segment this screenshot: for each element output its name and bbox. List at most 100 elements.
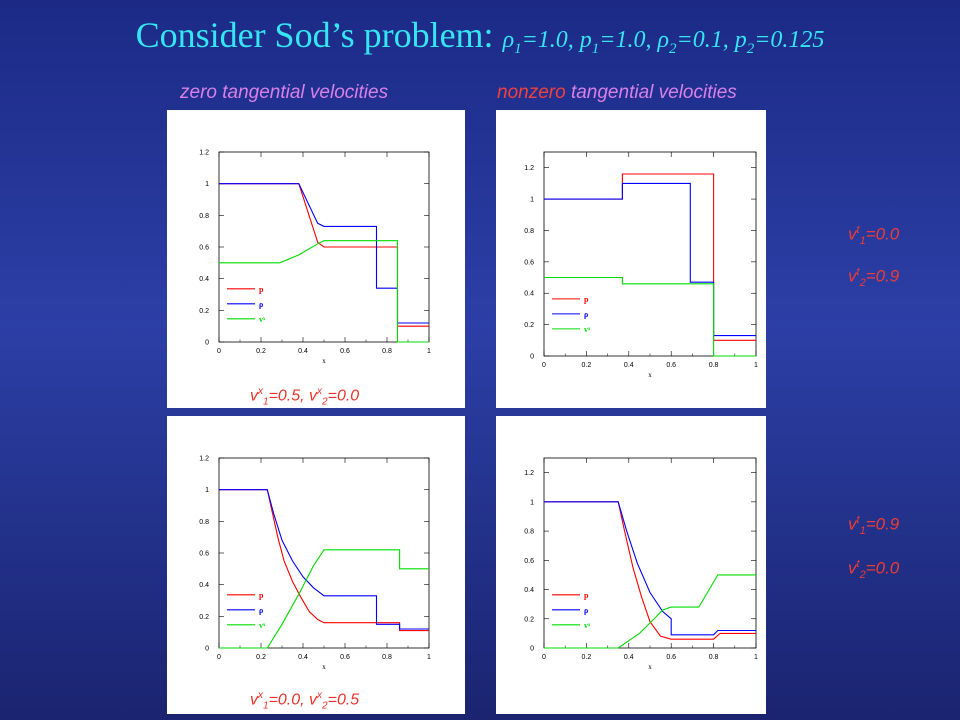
legend-label-vx: vˣ	[584, 621, 591, 630]
plot-frame	[543, 151, 757, 357]
x-axis-label: x	[648, 663, 652, 671]
series-line-p	[544, 501, 756, 640]
vt2-top-sup: t	[856, 266, 860, 278]
y-tick-label: 0.6	[524, 558, 534, 565]
x-tick-label: 0	[542, 654, 546, 661]
plot-panel-top-right: 0 0.2 0.4 0.6 0.8 1 0 0.2 0.4 0.6 0.8 1 1.2 x p ρ vˣ	[496, 110, 766, 408]
vt1-label-bottom: vt1=0.9	[848, 514, 900, 538]
series-line-vx	[219, 240, 429, 343]
y-tick-label: 1	[205, 181, 209, 188]
y-tick-label: 0.4	[199, 276, 209, 283]
caption-top-b-val: =0.0	[327, 387, 360, 405]
param-rho1-sub: 1	[514, 40, 522, 57]
vt2-top-val: =0.9	[865, 266, 900, 286]
param-p2-sub: 2	[746, 40, 755, 57]
vt2-bottom-val: =0.0	[865, 558, 900, 578]
x-tick-label: 0.2	[582, 362, 592, 369]
param-rho1-value: =1.0,	[521, 27, 580, 53]
column-heading-nonzero: nonzero	[497, 82, 566, 103]
caption-bottom-b-sub: 2	[322, 700, 328, 712]
series-line-rho	[544, 182, 756, 337]
y-tick-label: 1.2	[524, 470, 534, 477]
y-tick-label: 0.8	[524, 529, 534, 536]
vt1-top-sup: t	[856, 224, 860, 236]
x-tick-label: 0	[217, 348, 221, 355]
x-tick-label: 0.4	[298, 348, 308, 355]
x-tick-label: 0.4	[298, 654, 308, 661]
y-tick-label: 0	[205, 340, 209, 347]
vt1-bottom-val: =0.9	[865, 514, 900, 534]
series-line-rho	[219, 489, 429, 630]
caption-bottom-b-sup: x	[317, 690, 323, 701]
caption-bottom-a-sup: x	[258, 690, 263, 701]
x-tick-label: 0.8	[382, 654, 392, 661]
x-axis-label: x	[322, 663, 326, 671]
y-tick-label: 1	[205, 487, 209, 494]
plot-panel-top-left: 0 0.2 0.4 0.6 0.8 1 0 0.2 0.4 0.6 0.8 1 1.2 x p ρ vˣ	[167, 110, 465, 408]
legend-label-p: p	[259, 591, 264, 600]
x-tick-label: 0.6	[666, 362, 676, 369]
chart-bottom-left: 0 0.2 0.4 0.6 0.8 1 0 0.2 0.4 0.6 0.8 1 1.2 x pρ vˣ	[199, 456, 431, 672]
param-rho2-sub: 2	[669, 40, 677, 57]
param-p2-symbol: p	[734, 27, 747, 53]
vt2-label-top: vt2=0.9	[848, 266, 900, 290]
caption-top-a-sup: x	[258, 386, 263, 397]
legend-label-vx: vˣ	[584, 325, 591, 334]
param-rho2-symbol: ρ	[657, 27, 670, 53]
series-line-vx	[219, 549, 429, 649]
column-heading-right: nonzero tangential velocities	[497, 82, 737, 104]
param-rho1-symbol: ρ	[502, 27, 515, 53]
y-tick-label: 0.4	[524, 291, 534, 298]
vt1-label-top: vt1=0.0	[848, 224, 900, 248]
x-tick-label: 0.2	[256, 348, 266, 355]
legend-label-rho: ρ	[584, 310, 588, 319]
plot-frame	[543, 457, 757, 649]
vt2-bottom-sup: t	[856, 558, 860, 570]
y-tick-label: 1	[530, 197, 534, 204]
y-tick-label: 0	[205, 646, 209, 653]
column-heading-rest: tangential velocities	[565, 82, 737, 103]
vt1-bottom-sup: t	[856, 514, 860, 526]
caption-top-a-val: =0.5,	[268, 387, 310, 405]
param-p1-value: =1.0,	[599, 27, 658, 53]
vt1-top-sub: 1	[859, 235, 866, 248]
plot-panel-bottom-left: 0 0.2 0.4 0.6 0.8 1 0 0.2 0.4 0.6 0.8 1 1.2 x p ρ vˣ	[167, 416, 465, 714]
param-p1-sub: 1	[591, 40, 600, 57]
vt2-top-sub: 2	[859, 277, 866, 290]
caption-top-b-sub: 2	[322, 396, 328, 408]
legend-label-p: p	[584, 295, 589, 304]
x-tick-label: 0.2	[256, 654, 266, 661]
y-tick-label: 1.2	[199, 456, 209, 463]
x-tick-label: 0.4	[624, 654, 634, 661]
x-axis-label: x	[648, 371, 652, 379]
y-tick-label: 0.8	[524, 228, 534, 235]
caption-bottom-a-sub: 1	[263, 700, 269, 712]
series-line-vx	[544, 574, 756, 649]
legend-label-vx: vˣ	[259, 621, 266, 630]
slide-title: Consider Sod’s problem: ρ1=1.0, p1=1.0, …	[0, 14, 960, 58]
x-tick-label: 1	[427, 654, 431, 661]
x-tick-label: 0.2	[582, 654, 592, 661]
x-tick-label: 0.8	[382, 348, 392, 355]
y-tick-label: 0.4	[199, 582, 209, 589]
x-tick-label: 1	[427, 348, 431, 355]
param-p2-value: =0.125	[754, 27, 825, 53]
caption-bottom-a-val: =0.0,	[268, 691, 310, 709]
x-tick-label: 1	[754, 654, 758, 661]
series-line-vx	[544, 276, 756, 357]
x-tick-label: 1	[754, 362, 758, 369]
x-tick-label: 0.6	[340, 348, 350, 355]
title-text: Consider Sod’s problem:	[135, 15, 503, 55]
legend-label-p: p	[584, 591, 589, 600]
vt2-bottom-sub: 2	[859, 569, 866, 582]
vt1-bottom-sub: 1	[859, 525, 866, 538]
caption-bottom-b-val: =0.5	[327, 691, 360, 709]
y-tick-label: 0	[530, 646, 534, 653]
vt2-label-bottom: vt2=0.0	[848, 558, 900, 582]
x-tick-label: 0.8	[709, 362, 719, 369]
x-tick-label: 0.6	[340, 654, 350, 661]
y-tick-label: 0	[530, 354, 534, 361]
x-tick-label: 0.4	[624, 362, 634, 369]
y-tick-label: 0.2	[524, 616, 534, 623]
x-tick-label: 0	[542, 362, 546, 369]
